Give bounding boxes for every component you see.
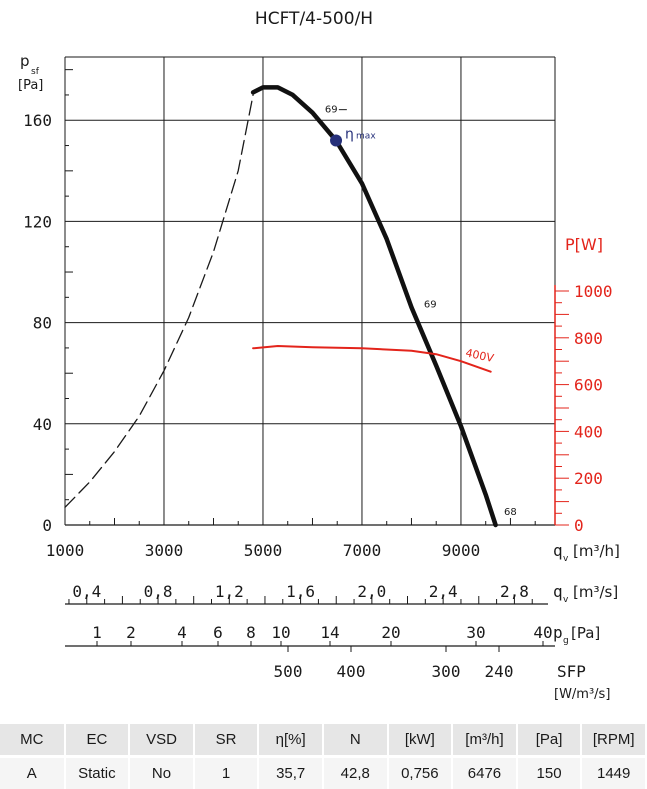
power-curve xyxy=(252,345,492,373)
x-axis-tick-label: 1,6 xyxy=(286,582,315,601)
x-axis-tick-label: 400 xyxy=(337,662,366,681)
right-axis-tick-label: 200 xyxy=(574,469,603,488)
pressure-curve xyxy=(250,85,498,528)
left-axis-tick-label: 0 xyxy=(42,516,52,535)
specs-header-cell: η[%] xyxy=(258,724,324,757)
axis-label: SFP xyxy=(557,662,586,681)
specs-header-cell: EC xyxy=(64,724,131,757)
annotations: η max 69 69 68 xyxy=(325,105,517,518)
specs-header-cell: N xyxy=(322,724,389,757)
axis-symbol: p xyxy=(553,623,563,642)
x-axis-tick-label: 240 xyxy=(485,662,514,681)
axis-unit: [m³/h] xyxy=(573,542,620,560)
axis-unit: [m³/s] xyxy=(573,583,618,601)
right-axis-title: P[W] xyxy=(565,235,603,254)
x-axis-tick-label: 20 xyxy=(381,623,400,642)
x-axis-tick-label: 2,0 xyxy=(357,582,386,601)
axis-symbol: q xyxy=(553,541,563,560)
chart-title: HCFT/4-500/H xyxy=(255,9,373,29)
axis-subscript: g xyxy=(563,636,569,646)
x-axis-dynamic-pressure: 1 2 4 6 8 10 14 20 30 40 p g [Pa] xyxy=(65,623,600,647)
axis-symbol: q xyxy=(553,582,563,601)
x-axis-flow-m3s: 0,4 0,8 1,2 1,6 2,0 2,4 2,8 q v [m³/s] xyxy=(65,582,618,605)
x-axis-tick-label: 2 xyxy=(126,623,136,642)
left-axis-tick-label: 160 xyxy=(23,111,52,130)
specs-header-cell: VSD xyxy=(129,724,195,757)
specs-header-cell: [m³/h] xyxy=(452,724,518,757)
curves: 400V xyxy=(64,85,498,528)
specs-table: MC EC VSD SR η[%] N [kW] [m³/h] [Pa] [RPM] A Stati… xyxy=(0,724,647,789)
specs-header-row: MC EC VSD SR η[%] N [kW] [m³/h] [Pa] [RPM] xyxy=(0,724,647,757)
specs-value-cell: 42,8 xyxy=(322,755,389,789)
axis-unit: [W/m³/s] xyxy=(554,687,610,702)
left-axis-tick-label: 40 xyxy=(33,415,52,434)
x-axis-tick-label: 2,4 xyxy=(429,582,458,601)
x-axis-tick-label: 300 xyxy=(432,662,461,681)
left-axis-tick-label: 120 xyxy=(23,212,52,231)
right-axis-tick-label: 1000 xyxy=(574,282,613,301)
specs-value-cell: 6476 xyxy=(452,755,518,789)
x-axis-tick-label: 500 xyxy=(274,662,303,681)
right-axis-tick-label: 0 xyxy=(574,516,584,535)
specs-value-cell: 0,756 xyxy=(387,755,454,789)
x-axis-tick-label: 3000 xyxy=(145,541,184,560)
efficiency-label: 69 xyxy=(325,105,338,116)
x-axis-sfp: 500 400 300 240 SFP [W/m³/s] xyxy=(274,646,610,702)
specs-header-cell: [Pa] xyxy=(516,724,583,757)
pressure-unstable-curve xyxy=(64,94,254,508)
x-axis-tick-label: 7000 xyxy=(343,541,382,560)
specs-header-cell: [kW] xyxy=(387,724,454,757)
left-axis-title: p sf [Pa] xyxy=(18,52,43,93)
eta-max-label: η xyxy=(345,126,354,142)
right-axis-tick-labels: 0 200 400 600 800 1000 xyxy=(574,282,613,535)
axis-subscript: v xyxy=(563,595,569,605)
specs-value-row: A Static No 1 35,7 42,8 0,756 6476 150 1449 xyxy=(0,755,647,789)
right-axis-tick-label: 800 xyxy=(574,329,603,348)
specs-value-cell: Static xyxy=(64,755,131,789)
power-curve-label: 400V xyxy=(464,346,495,365)
specs-value-cell: 35,7 xyxy=(258,755,324,789)
left-axis-subscript: sf xyxy=(31,67,40,77)
x-axis-tick-label: 6 xyxy=(213,623,223,642)
specs-value-cell: 1 xyxy=(193,755,260,789)
vertical-grid xyxy=(64,57,556,525)
eta-max-sublabel: max xyxy=(356,131,376,141)
specs-value-cell: 150 xyxy=(516,755,583,789)
x-axis-tick-label: 4 xyxy=(177,623,187,642)
x-axis-flow-m3h: 1000 3000 5000 7000 9000 q v [m³/h] xyxy=(46,518,620,564)
specs-value-cell: A xyxy=(0,755,66,789)
horizontal-grid xyxy=(65,56,555,526)
axis-unit: [Pa] xyxy=(571,624,600,642)
specs-value-cell: 1449 xyxy=(581,755,647,789)
x-axis-tick-label: 8 xyxy=(246,623,256,642)
right-axis-tick-label: 400 xyxy=(574,422,603,441)
x-axis-tick-label: 9000 xyxy=(442,541,481,560)
right-axis-ticks xyxy=(554,285,569,526)
left-axis-tick-label: 80 xyxy=(33,314,52,333)
specs-value-cell: No xyxy=(129,755,195,789)
x-axis-tick-label: 0,4 xyxy=(72,582,101,601)
x-axis-tick-label: 1 xyxy=(92,623,102,642)
specs-header-cell: SR xyxy=(193,724,260,757)
x-axis-tick-label: 5000 xyxy=(244,541,283,560)
x-axis-tick-label: 40 xyxy=(533,623,552,642)
specs-header-cell: [RPM] xyxy=(581,724,647,757)
eta-max-point xyxy=(330,134,343,147)
x-axis-tick-label: 1000 xyxy=(46,541,85,560)
left-axis-unit: [Pa] xyxy=(18,78,43,93)
axis-subscript: v xyxy=(563,554,569,564)
x-axis-tick-label: 10 xyxy=(271,623,290,642)
efficiency-label: 68 xyxy=(504,507,517,518)
x-axis-tick-label: 30 xyxy=(466,623,485,642)
right-axis-tick-label: 600 xyxy=(574,376,603,395)
x-axis-tick-label: 14 xyxy=(320,623,339,642)
x-axis-tick-label: 0,8 xyxy=(144,582,173,601)
specs-header-cell: MC xyxy=(0,724,66,757)
left-axis-tick-labels: 0 40 80 120 160 xyxy=(23,69,73,535)
x-axis-tick-label: 1,2 xyxy=(215,582,244,601)
left-axis-symbol: p xyxy=(20,52,30,70)
x-axis-tick-label: 2,8 xyxy=(500,582,529,601)
efficiency-label: 69 xyxy=(424,299,437,310)
